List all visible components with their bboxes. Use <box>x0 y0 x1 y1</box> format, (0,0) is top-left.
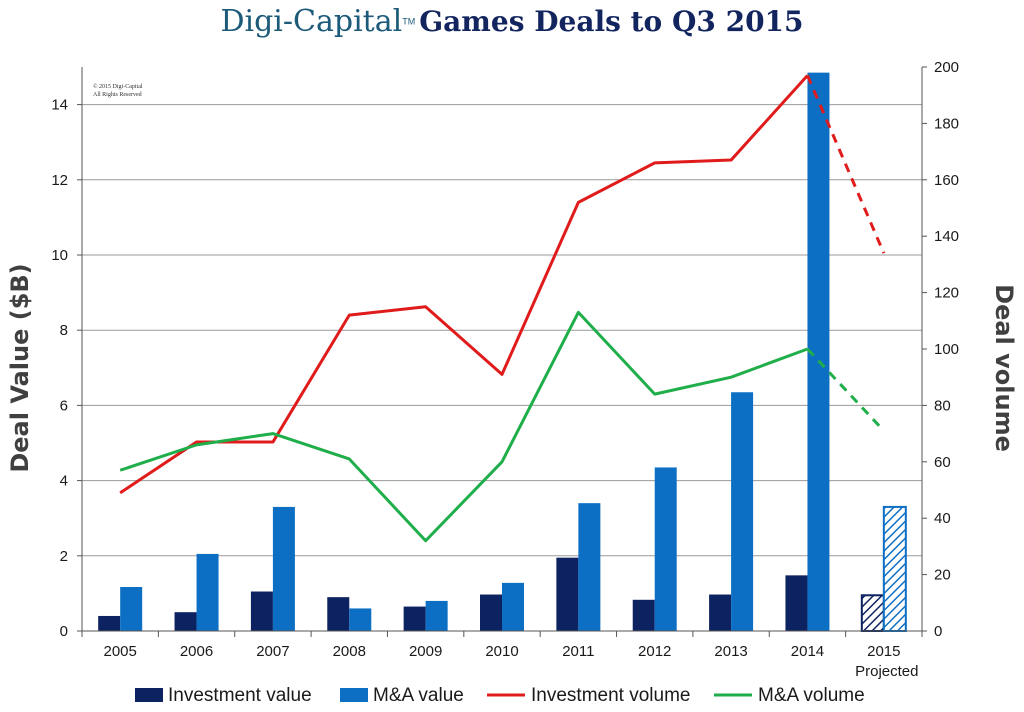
y2-tick-label: 120 <box>934 285 959 302</box>
y2-tick-label: 160 <box>934 172 959 189</box>
y2-tick-label: 80 <box>934 397 951 414</box>
bar-maa-value-2013 <box>731 392 754 631</box>
line-maa-volume-projected <box>806 347 885 432</box>
legend-swatch-investment-value <box>135 688 163 702</box>
y-tick-label: 14 <box>51 97 68 114</box>
y2-tick-label: 40 <box>934 510 951 527</box>
x-tick-label-2014: 2014 <box>791 643 824 660</box>
y-tick-label: 4 <box>60 473 68 490</box>
bar-investment-value-2012 <box>632 599 655 631</box>
x-tick-label-2007: 2007 <box>256 643 289 660</box>
line-investment-volume-projected <box>806 74 886 254</box>
bar-investment-value-2007 <box>250 591 273 631</box>
bar-maa-value-2007 <box>272 506 295 631</box>
x-tick-label-2010: 2010 <box>485 643 518 660</box>
legend-label-investment-value: Investment value <box>168 685 312 706</box>
gridlines <box>82 104 922 557</box>
y-axis-title: Deal Value ($B) <box>6 263 34 472</box>
line-investment-volume <box>119 74 809 495</box>
chart-title: Digi-CapitalTM Games Deals to Q3 2015 <box>0 4 1024 39</box>
bar-investment-value-2009 <box>403 606 426 631</box>
y-tick-label: 8 <box>60 322 68 339</box>
legend-label-ma-value: M&A value <box>373 685 464 706</box>
bar-investment-value-2005 <box>98 615 121 631</box>
bar-investment-value-2008 <box>327 597 350 631</box>
series-lines <box>119 74 886 543</box>
bars <box>98 72 907 633</box>
bar-investment-value-2013 <box>709 594 732 631</box>
y-tick-label: 12 <box>51 172 68 189</box>
copyright-line-2: All Rights Reserved <box>93 92 142 98</box>
y2-tick-label: 100 <box>934 341 959 358</box>
x-tick-label-2006: 2006 <box>180 643 213 660</box>
y2-tick-label: 140 <box>934 228 959 245</box>
x-tick-label-2015: 2015 <box>867 643 900 660</box>
bar-investment-value-2010 <box>480 594 502 631</box>
bar-maa-value-2015 <box>882 505 907 633</box>
bar-maa-value-2005 <box>120 587 143 631</box>
y2-tick-label: 200 <box>934 59 959 76</box>
bar-maa-value-2011 <box>578 503 601 631</box>
legend: Investment value M&A value Investment vo… <box>135 685 865 706</box>
bar-maa-value-2006 <box>196 553 219 631</box>
legend-label-investment-volume: Investment volume <box>531 685 690 706</box>
bar-investment-value-2006 <box>174 612 197 631</box>
bar-investment-value-2015 <box>860 594 885 633</box>
bar-maa-value-2010 <box>502 582 524 631</box>
y2-tick-label: 60 <box>934 454 951 471</box>
bar-maa-value-2008 <box>349 608 372 631</box>
line-maa-volume <box>119 310 808 543</box>
x-tick-sublabel: Projected <box>855 663 918 680</box>
x-tick-label-2011: 2011 <box>562 643 594 660</box>
y2-tick-label: 20 <box>934 567 951 584</box>
bar-maa-value-2014 <box>807 72 830 631</box>
y2-axis-title: Deal volume <box>990 284 1018 452</box>
y2-tick-label: 180 <box>934 115 959 132</box>
x-tick-label-2012: 2012 <box>638 643 671 660</box>
y-tick-label: 10 <box>51 247 68 264</box>
bar-investment-value-2011 <box>556 557 579 631</box>
x-tick-label-2008: 2008 <box>333 643 366 660</box>
y-tick-label: 2 <box>60 548 68 565</box>
axes <box>77 66 927 637</box>
bar-maa-value-2009 <box>425 600 448 631</box>
title-text: Games Deals to Q3 2015 <box>419 5 804 38</box>
legend-swatch-ma-value <box>340 688 368 702</box>
brand-name: Digi-Capital <box>220 4 403 39</box>
y-tick-label: 0 <box>60 623 68 640</box>
y-tick-label: 6 <box>60 397 68 414</box>
bar-investment-value-2014 <box>785 575 808 631</box>
copyright-line-1: © 2015 Digi-Capital <box>93 83 143 90</box>
bar-maa-value-2012 <box>654 467 677 631</box>
y2-tick-label: 0 <box>934 623 942 640</box>
x-tick-label-2009: 2009 <box>409 643 442 660</box>
legend-label-ma-volume: M&A volume <box>758 685 865 706</box>
trademark-mark: TM <box>402 16 416 27</box>
x-tick-label-2013: 2013 <box>714 643 747 660</box>
tick-labels: 0246810121402040608010012014016018020020… <box>51 59 959 680</box>
x-tick-label-2005: 2005 <box>103 643 136 660</box>
